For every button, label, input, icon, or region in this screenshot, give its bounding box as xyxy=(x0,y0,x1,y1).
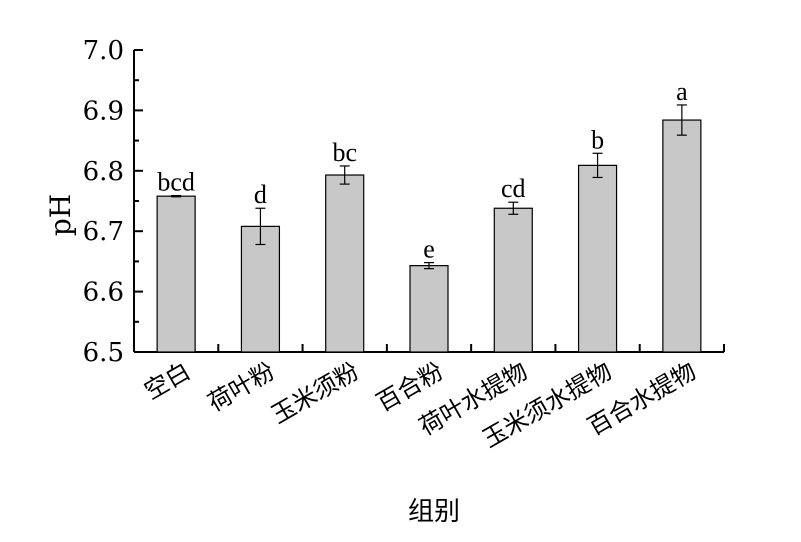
significance-label: bc xyxy=(332,138,357,167)
bar xyxy=(662,119,702,353)
bar xyxy=(577,164,618,353)
y-tick-label: 6.7 xyxy=(83,217,124,247)
significance-label: cd xyxy=(501,174,526,203)
y-tick-label: 7.0 xyxy=(83,36,124,66)
bar xyxy=(493,207,533,353)
significance-label: b xyxy=(591,125,604,154)
y-axis-title: pH xyxy=(44,194,77,236)
bar xyxy=(240,225,281,353)
bar xyxy=(325,174,365,353)
bar xyxy=(409,265,449,353)
y-tick-label: 6.5 xyxy=(83,338,124,368)
y-tick-label: 6.8 xyxy=(83,157,124,187)
x-axis-title: 组别 xyxy=(408,497,460,527)
bars: bcd d bc e cd b a xyxy=(156,77,702,353)
x-tick-label: 玉米须粉 xyxy=(267,357,364,429)
y-axis-ticks: 6.5 6.6 6.7 6.8 6.9 7.0 xyxy=(83,36,143,368)
significance-label: e xyxy=(423,235,435,264)
significance-label: d xyxy=(254,180,267,209)
y-tick-label: 6.9 xyxy=(83,96,124,126)
significance-label: bcd xyxy=(157,168,195,197)
x-tick-label: 空白 xyxy=(140,357,196,405)
y-tick-label: 6.6 xyxy=(83,278,124,308)
significance-label: a xyxy=(676,77,688,106)
bar xyxy=(156,195,196,353)
